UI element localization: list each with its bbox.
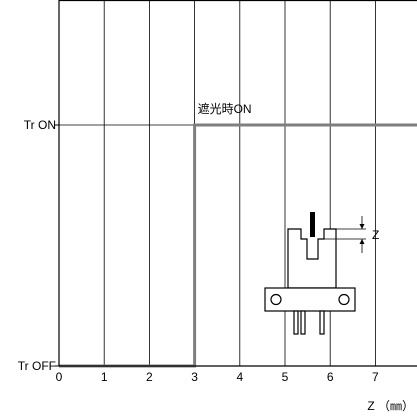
x-tick-label-2: 2 [146,370,153,384]
x-tick-label-7: 7 [372,370,379,384]
y-level-label-1: Tr ON [24,118,56,132]
grid [59,0,417,366]
dimension-label: Z [372,228,379,242]
y-level-labels: Tr OFF Tr ON [18,118,56,373]
axes [55,0,417,367]
sensor-body [287,228,337,289]
x-tick-label-0: 0 [56,370,63,384]
pin-2 [300,310,306,335]
series-step-line [59,123,417,368]
pin-3 [319,310,325,335]
x-tick-label-6: 6 [327,370,334,384]
arrowhead-up-icon [359,239,365,244]
x-tick-label-4: 4 [236,370,243,384]
blocking-plate [310,212,315,237]
x-tick-label-3: 3 [191,370,198,384]
x-tick-label-5: 5 [282,370,289,384]
x-axis-title: Z （㎜） [367,399,414,413]
mounting-tab [264,287,356,312]
pin-1 [293,310,299,335]
sensor-illustration [264,212,366,335]
x-tick-labels: 012345678 [56,370,379,384]
mounting-hole-left-icon [270,293,282,306]
y-level-label-0: Tr OFF [18,359,56,373]
step-series [59,123,417,368]
series-annotation: 遮光時ON [198,101,252,116]
x-tick-label-1: 1 [101,370,108,384]
mounting-hole-right-icon [338,293,350,306]
arrowhead-down-icon [359,224,365,229]
